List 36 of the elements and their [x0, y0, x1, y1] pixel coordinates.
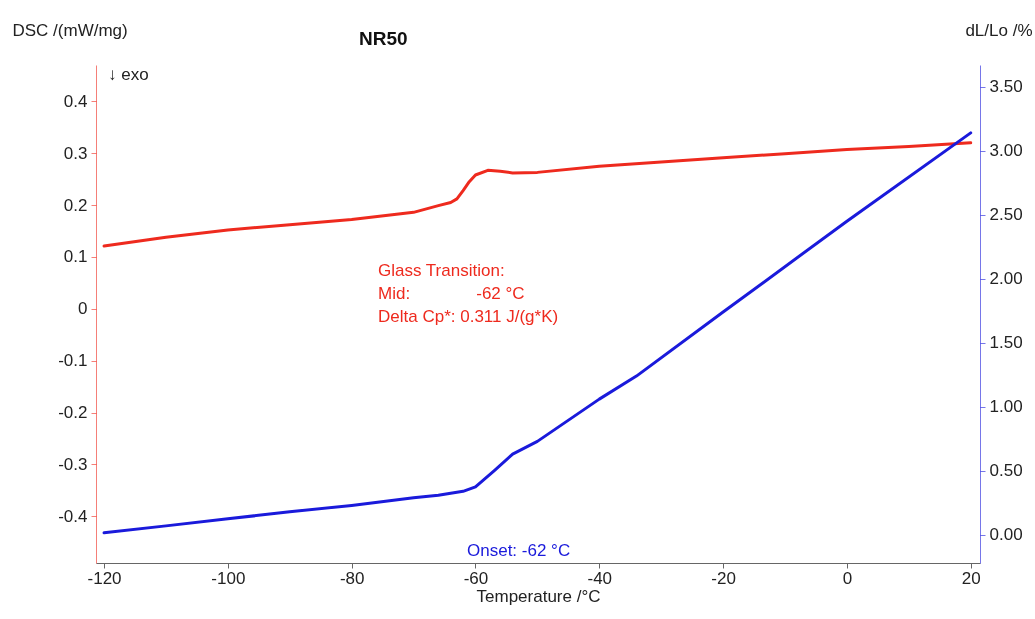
x-axis-title: Temperature /°C — [476, 586, 601, 606]
y-tick-label: -0.3 — [58, 454, 88, 474]
y2-tick-label: 0.00 — [989, 525, 1023, 545]
y-tick-label: 0 — [78, 299, 88, 319]
annotation: Glass Transition: — [378, 261, 505, 280]
x-tick-label: -20 — [711, 568, 736, 588]
y2-tick-label: 1.00 — [989, 397, 1023, 417]
y2-tick-label: 3.00 — [989, 141, 1023, 161]
y2-tick-label: 2.50 — [989, 205, 1023, 225]
x-tick-label: 20 — [961, 568, 981, 588]
annotation: Onset: -62 °C — [467, 541, 571, 560]
x-tick-label: -100 — [211, 568, 246, 588]
y-tick-label: -0.2 — [58, 403, 88, 423]
y-tick-label: 0.1 — [63, 247, 88, 267]
y-tick-label: -0.4 — [58, 506, 88, 526]
annotation: Delta Cp*: 0.311 J/(g*K) — [378, 307, 559, 326]
line-series — [102, 141, 973, 248]
line-series — [102, 131, 973, 535]
x-tick-label: -80 — [339, 568, 365, 588]
x-tick-label: -60 — [463, 568, 489, 588]
y-tick-label: 0.3 — [63, 143, 88, 163]
x-tick-label: -40 — [587, 568, 613, 588]
y-tick-label: -0.1 — [58, 351, 88, 371]
y2-axis-title: dL/Lo /% — [965, 20, 1033, 40]
y-tick-label: 0.2 — [63, 195, 88, 215]
y-tick-label: 0.4 — [63, 91, 88, 111]
chart-title: NR50 — [359, 28, 408, 49]
y2-tick-label: 2.00 — [989, 269, 1023, 289]
y2-tick-label: 1.50 — [989, 333, 1023, 353]
x-tick-label: 0 — [842, 568, 853, 588]
annotation: ↓ exo — [108, 65, 149, 84]
x-tick-label: -120 — [87, 568, 122, 588]
y2-tick-label: 0.50 — [989, 461, 1023, 481]
y2-tick-label: 3.50 — [989, 77, 1023, 97]
annotation: Mid: -62 °C — [378, 284, 525, 303]
y-axis-title: DSC /(mW/mg) — [12, 20, 128, 40]
